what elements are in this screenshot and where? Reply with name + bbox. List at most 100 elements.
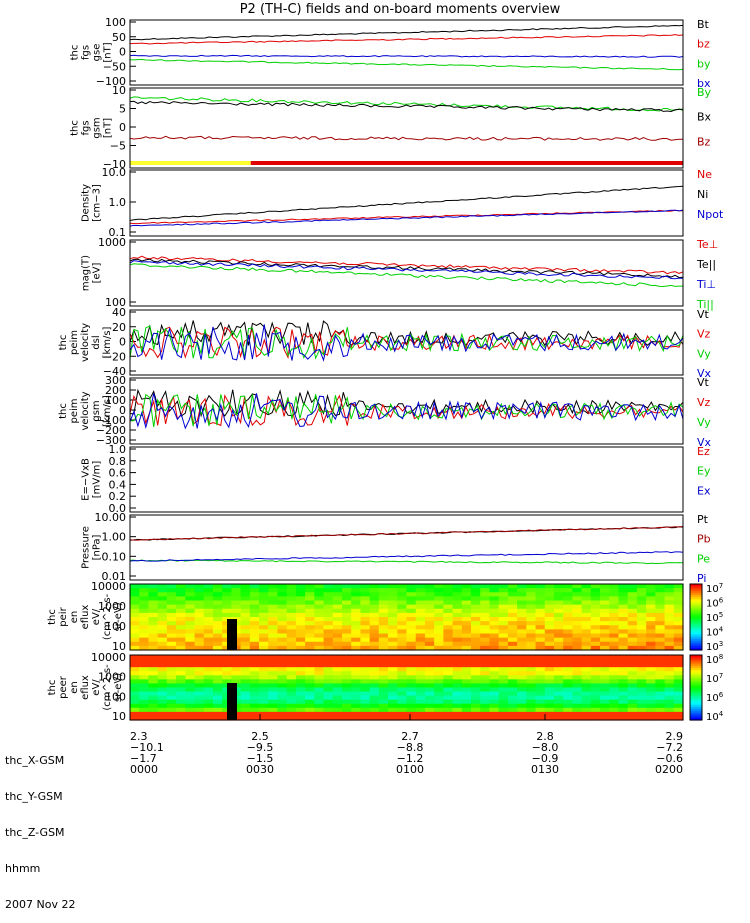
heatmap-cell [323,612,334,618]
heatmap-cell [563,655,573,660]
heatmap-cell [627,617,638,622]
heatmap-cell [618,629,629,635]
heatmap-cell [461,667,472,672]
heatmap-cell [406,608,417,614]
heatmap-cell [332,663,343,668]
colorbar-exponent: 6 [719,597,724,605]
heatmap-cell [581,617,592,622]
heatmap-cell [268,625,279,630]
heatmap-cell [636,695,647,701]
heatmap-cell [646,592,656,597]
heatmap-cell [249,588,260,593]
heatmap-cell [277,612,288,618]
heatmap-cell [406,600,417,606]
heatmap-cell [664,687,675,693]
heatmap-cell [498,659,509,664]
heatmap-cell [590,667,601,672]
heatmap-cell [166,625,177,630]
heatmap-cell [305,629,315,635]
heatmap-cell [498,645,509,651]
heatmap-cell [424,695,435,701]
heatmap-cell [664,617,675,622]
heatmap-cell [535,612,546,618]
heatmap-cell [655,637,666,643]
ylabel-line: mag(T) [81,255,92,291]
heatmap-cell [526,608,537,614]
heatmap-cell [600,707,610,713]
colorbar-cell [690,597,702,600]
heatmap-cell [259,699,269,705]
heatmap-cell [157,600,168,606]
heatmap-cell [259,637,269,643]
heatmap-cell [544,659,555,664]
heatmap-cell [286,691,297,697]
panel-frame [129,446,684,513]
heatmap-cell [194,671,205,676]
colorbar-cell [690,601,702,605]
heatmap-cell [434,645,444,651]
heatmap-cell [259,679,269,685]
heatmap-cell [130,600,140,606]
heatmap-cell [139,699,150,705]
heatmap-cell [240,617,251,622]
ytick-label: 1000 [98,600,126,613]
heatmap-cell [378,637,389,643]
heatmap-cell [341,691,352,697]
heatmap-cell [351,617,362,622]
heatmap-cell [581,641,592,647]
heatmap-cell [563,600,573,606]
colorbar-tick: 103 [706,640,723,653]
heatmap-cell [212,675,223,680]
heatmap-cell [388,655,398,660]
heatmap-cell [351,600,362,606]
heatmap-cell [517,655,527,660]
heatmap-cell [397,617,408,622]
heatmap-cell [609,699,620,705]
ylabel-line: peim [69,330,80,355]
heatmap-cell [369,715,380,721]
heatmap-cell [480,663,491,668]
heatmap-cell [314,637,325,643]
heatmap-cell [609,625,620,630]
heatmap-cell [544,711,555,717]
heatmap-cell [609,629,620,635]
heatmap-cell [452,641,463,647]
heatmap-cell [259,715,269,721]
heatmap-cell [231,675,242,680]
heatmap-cell [240,641,251,647]
heatmap-cell [360,679,371,685]
heatmap-cell [194,600,205,606]
heatmap-cell [461,645,472,651]
heatmap-cell [664,671,675,676]
heatmap-cell [341,596,352,602]
heatmap-cell [369,612,380,618]
heatmap-cell [314,703,325,709]
heatmap-cell [185,612,196,618]
heatmap-cell [664,588,675,593]
heatmap-cell [378,645,389,651]
heatmap-cell [517,588,527,593]
heatmap-cell [397,621,408,626]
heatmap-cell [388,659,398,664]
heatmap-cell [544,641,555,647]
heatmap-cell [259,695,269,701]
heatmap-cell [332,683,343,689]
heatmap-cell [286,600,297,606]
heatmap-cell [600,621,610,626]
heatmap-cell [655,707,666,713]
heatmap-cell [277,687,288,693]
heatmap-cell [130,687,140,693]
heatmap-cell [130,703,140,709]
heatmap-cell [553,711,564,717]
heatmap-cell [249,633,260,639]
heatmap-cell [443,679,454,685]
heatmap-cell [203,655,214,660]
heatmap-cell [249,691,260,697]
legend-by: by [697,57,711,70]
heatmap-cell [212,641,223,647]
heatmap-cell [544,671,555,676]
heatmap-cell [166,707,177,713]
heatmap-cell [452,679,463,685]
ylabel-line: (cm^2-s- [102,593,113,640]
data-gap [227,683,237,720]
